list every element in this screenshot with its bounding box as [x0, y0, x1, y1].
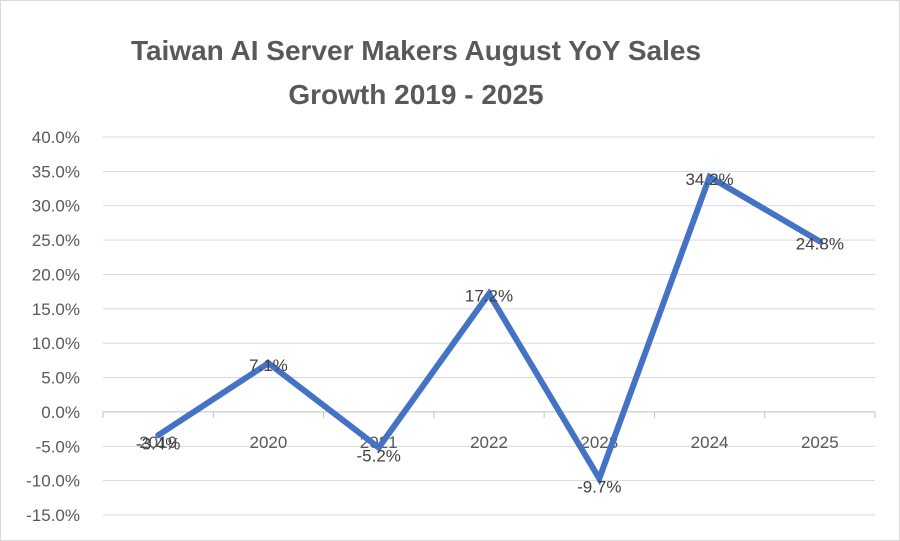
data-label: 17.2%	[465, 287, 513, 306]
x-tick-label: 2025	[801, 433, 839, 452]
x-tick-label: 2019	[139, 433, 177, 452]
x-tick-label: 2024	[691, 433, 729, 452]
data-label: -5.2%	[357, 447, 401, 466]
data-label: 7.1%	[249, 356, 288, 375]
y-tick-label: 10.0%	[32, 334, 80, 353]
y-tick-label: -10.0%	[26, 472, 80, 491]
y-tick-label: 0.0%	[41, 403, 80, 422]
data-label: -9.7%	[577, 478, 621, 497]
data-labels: -3.4% 7.1% -5.2% 17.2% -9.7% 34.2% 24.8%	[136, 170, 844, 497]
data-label: 24.8%	[796, 234, 844, 253]
chart-title-line-1: Taiwan AI Server Makers August YoY Sales	[130, 35, 702, 66]
chart-title: Taiwan AI Server Makers August YoY Sales…	[1, 29, 831, 117]
y-tick-label: 30.0%	[32, 197, 80, 216]
y-tick-label: 35.0%	[32, 162, 80, 181]
x-axis	[102, 411, 876, 418]
y-tick-label: -15.0%	[26, 506, 80, 525]
y-tick-label: 5.0%	[41, 369, 80, 388]
x-axis-tick-labels: 2019 2020 2021 2022 2023 2024 2025	[139, 433, 839, 452]
gridlines	[103, 136, 875, 516]
chart-title-line-2: Growth 2019 - 2025	[288, 79, 544, 110]
y-tick-label: 20.0%	[32, 265, 80, 284]
y-tick-label: 25.0%	[32, 231, 80, 250]
y-tick-label: 40.0%	[32, 128, 80, 147]
series-lines	[155, 172, 823, 486]
y-tick-label: -5.0%	[36, 437, 80, 456]
data-label: 34.2%	[685, 170, 733, 189]
x-tick-label: 2020	[250, 433, 288, 452]
y-tick-label: 15.0%	[32, 300, 80, 319]
y-axis-tick-labels: 40.0% 35.0% 30.0% 25.0% 20.0% 15.0% 10.0% 5.0% 0…	[26, 128, 80, 525]
x-tick-label: 2022	[470, 433, 508, 452]
data-label: -3.4%	[136, 434, 180, 453]
